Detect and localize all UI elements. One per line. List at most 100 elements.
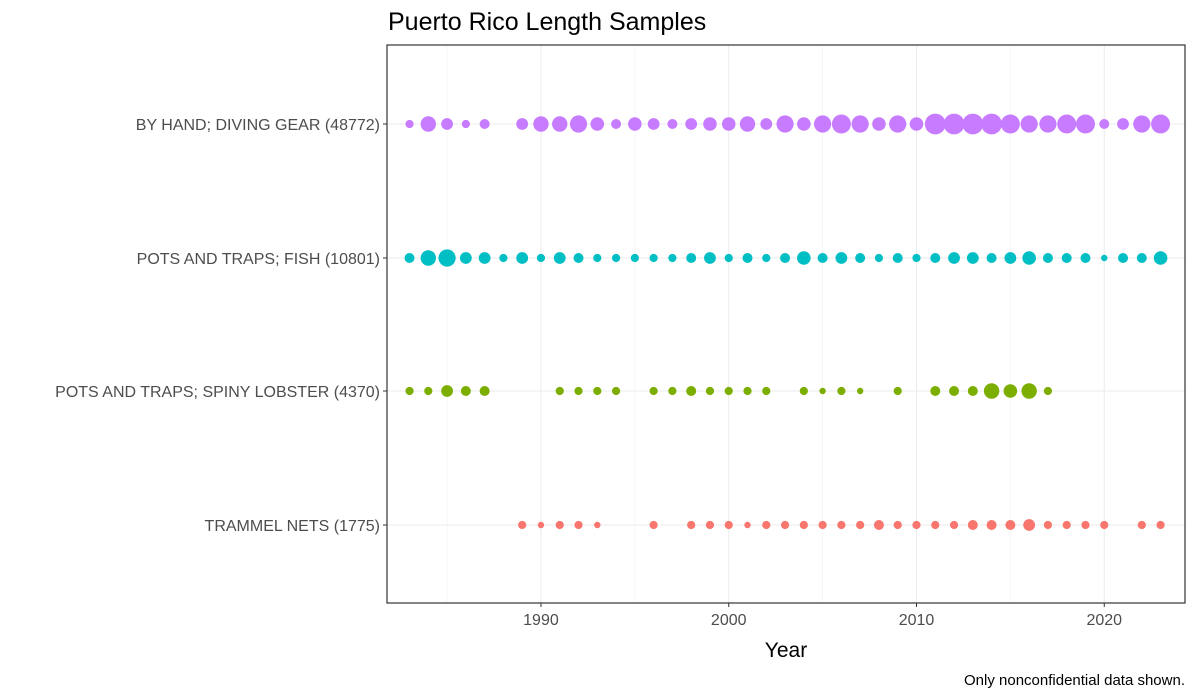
data-point — [1061, 253, 1072, 263]
data-point — [837, 386, 846, 396]
data-point — [1043, 520, 1053, 530]
data-point — [649, 253, 658, 263]
data-point — [986, 520, 997, 530]
data-point — [874, 253, 884, 263]
data-point — [893, 386, 902, 396]
data-point — [593, 253, 602, 263]
plot-panel-border — [386, 44, 1186, 604]
data-point — [930, 253, 941, 263]
data-point — [742, 253, 753, 263]
data-point — [856, 520, 865, 530]
data-point — [924, 113, 946, 135]
data-point — [799, 386, 808, 396]
data-point — [536, 253, 546, 263]
data-point — [574, 386, 583, 396]
data-point — [424, 386, 433, 396]
data-point — [851, 115, 869, 133]
data-point — [1153, 251, 1168, 265]
data-point — [912, 253, 921, 263]
data-point — [441, 385, 453, 397]
data-point — [819, 387, 826, 395]
data-point — [724, 520, 733, 530]
data-point — [594, 521, 601, 529]
data-point — [569, 115, 588, 133]
data-point — [1004, 252, 1017, 264]
data-point — [499, 253, 508, 263]
data-point — [404, 253, 415, 263]
data-point — [1005, 520, 1016, 530]
data-point — [552, 116, 568, 132]
data-point — [1023, 519, 1036, 531]
data-point — [703, 117, 717, 131]
data-point — [799, 520, 808, 530]
data-point — [889, 115, 907, 133]
data-point — [705, 520, 715, 530]
data-point — [704, 252, 716, 264]
data-point — [405, 119, 414, 129]
data-point — [555, 520, 564, 530]
data-point — [611, 386, 621, 396]
data-point — [574, 520, 583, 530]
data-point — [912, 520, 921, 530]
data-point — [856, 387, 864, 395]
data-point — [762, 520, 771, 530]
data-point — [553, 252, 566, 264]
data-point — [814, 115, 832, 133]
data-point — [966, 252, 979, 264]
data-point — [628, 117, 642, 131]
data-point — [835, 252, 848, 264]
data-point — [943, 113, 965, 135]
data-point — [780, 520, 790, 530]
data-point — [686, 253, 697, 263]
data-point — [909, 117, 924, 131]
data-point — [516, 252, 529, 264]
data-point — [1080, 253, 1091, 263]
data-point — [1133, 115, 1151, 133]
data-point — [817, 253, 828, 263]
chart-title: Puerto Rico Length Samples — [388, 8, 706, 36]
data-point — [1042, 253, 1053, 263]
data-point — [555, 386, 564, 396]
data-point — [931, 520, 940, 530]
data-point — [780, 253, 791, 263]
data-point — [1043, 386, 1053, 396]
data-point — [983, 383, 1000, 399]
data-point — [818, 520, 827, 530]
x-axis: 1990 2000 2010 2020 — [523, 603, 1122, 629]
y-tick-label: TRAMMEL NETS (1775) — [205, 518, 380, 535]
data-point — [986, 253, 997, 263]
data-point — [776, 115, 794, 133]
data-points — [404, 113, 1171, 531]
data-point — [420, 116, 437, 132]
x-axis-title: Year — [765, 639, 807, 662]
data-point — [1075, 114, 1095, 134]
data-point — [1101, 254, 1108, 262]
data-point — [461, 119, 470, 129]
data-point — [518, 520, 527, 530]
data-point — [967, 386, 978, 396]
data-point — [1136, 253, 1147, 263]
data-point — [1118, 253, 1129, 263]
data-point — [1081, 520, 1090, 530]
x-tick-label: 1990 — [523, 612, 559, 629]
data-point — [705, 386, 715, 396]
data-point — [630, 253, 639, 263]
data-point — [1022, 251, 1036, 265]
data-point — [478, 252, 491, 264]
data-point — [590, 117, 605, 131]
x-tick-label: 2000 — [711, 612, 747, 629]
data-point — [573, 253, 584, 263]
y-tick-label: BY HAND; DIVING GEAR (48772) — [136, 117, 380, 134]
data-point — [744, 521, 751, 529]
y-tick-label: POTS AND TRAPS; FISH (10801) — [137, 251, 380, 268]
data-point — [611, 119, 622, 129]
y-tick-label: POTS AND TRAPS; SPINY LOBSTER (4370) — [55, 384, 380, 401]
data-point — [1057, 114, 1077, 134]
data-point — [1151, 114, 1171, 134]
data-point — [668, 253, 677, 263]
data-point — [1156, 520, 1165, 530]
x-tick-label: 2010 — [899, 612, 935, 629]
data-point — [667, 119, 678, 129]
